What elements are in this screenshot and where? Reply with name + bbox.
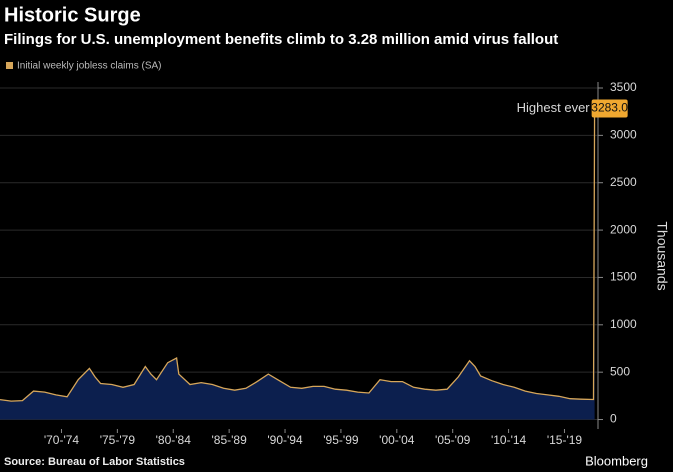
brand: Bloomberg bbox=[585, 453, 648, 468]
chart-title: Historic Surge bbox=[4, 4, 141, 26]
y-axis-label: Thousands bbox=[654, 221, 670, 290]
y-tick-label: 3500 bbox=[610, 80, 637, 94]
y-tick-label: 3000 bbox=[610, 128, 637, 142]
x-tick-label: '00-'04 bbox=[379, 433, 415, 447]
y-tick-label: 2000 bbox=[610, 222, 637, 236]
annotation: Highest ever bbox=[517, 100, 591, 115]
value-label: 3283.0 bbox=[591, 101, 628, 115]
x-tick-label: '15-'19 bbox=[547, 433, 583, 447]
x-tick-label: '70-'74 bbox=[44, 433, 80, 447]
y-tick-label: 1500 bbox=[610, 270, 637, 284]
value-label-box bbox=[591, 99, 628, 118]
x-tick-label: '10-'14 bbox=[491, 433, 527, 447]
y-tick-label: 0 bbox=[610, 412, 617, 426]
y-tick-label: 500 bbox=[610, 364, 630, 378]
legend-label: Initial weekly jobless claims (SA) bbox=[17, 61, 162, 72]
y-tick-label: 2500 bbox=[610, 175, 637, 189]
area bbox=[0, 108, 595, 420]
x-tick-label: '80-'84 bbox=[156, 433, 192, 447]
x-tick-label: '85-'89 bbox=[211, 433, 247, 447]
source: Source: Bureau of Labor Statistics bbox=[4, 456, 185, 468]
x-tick-label: '90-'94 bbox=[267, 433, 303, 447]
x-tick-label: '75-'79 bbox=[100, 433, 136, 447]
x-tick-label: '05-'09 bbox=[435, 433, 471, 447]
chart-subtitle: Filings for U.S. unemployment benefits c… bbox=[4, 31, 558, 48]
x-tick-label: '95-'99 bbox=[323, 433, 359, 447]
line bbox=[0, 108, 596, 402]
legend-swatch bbox=[6, 62, 13, 69]
y-tick-label: 1000 bbox=[610, 317, 637, 331]
